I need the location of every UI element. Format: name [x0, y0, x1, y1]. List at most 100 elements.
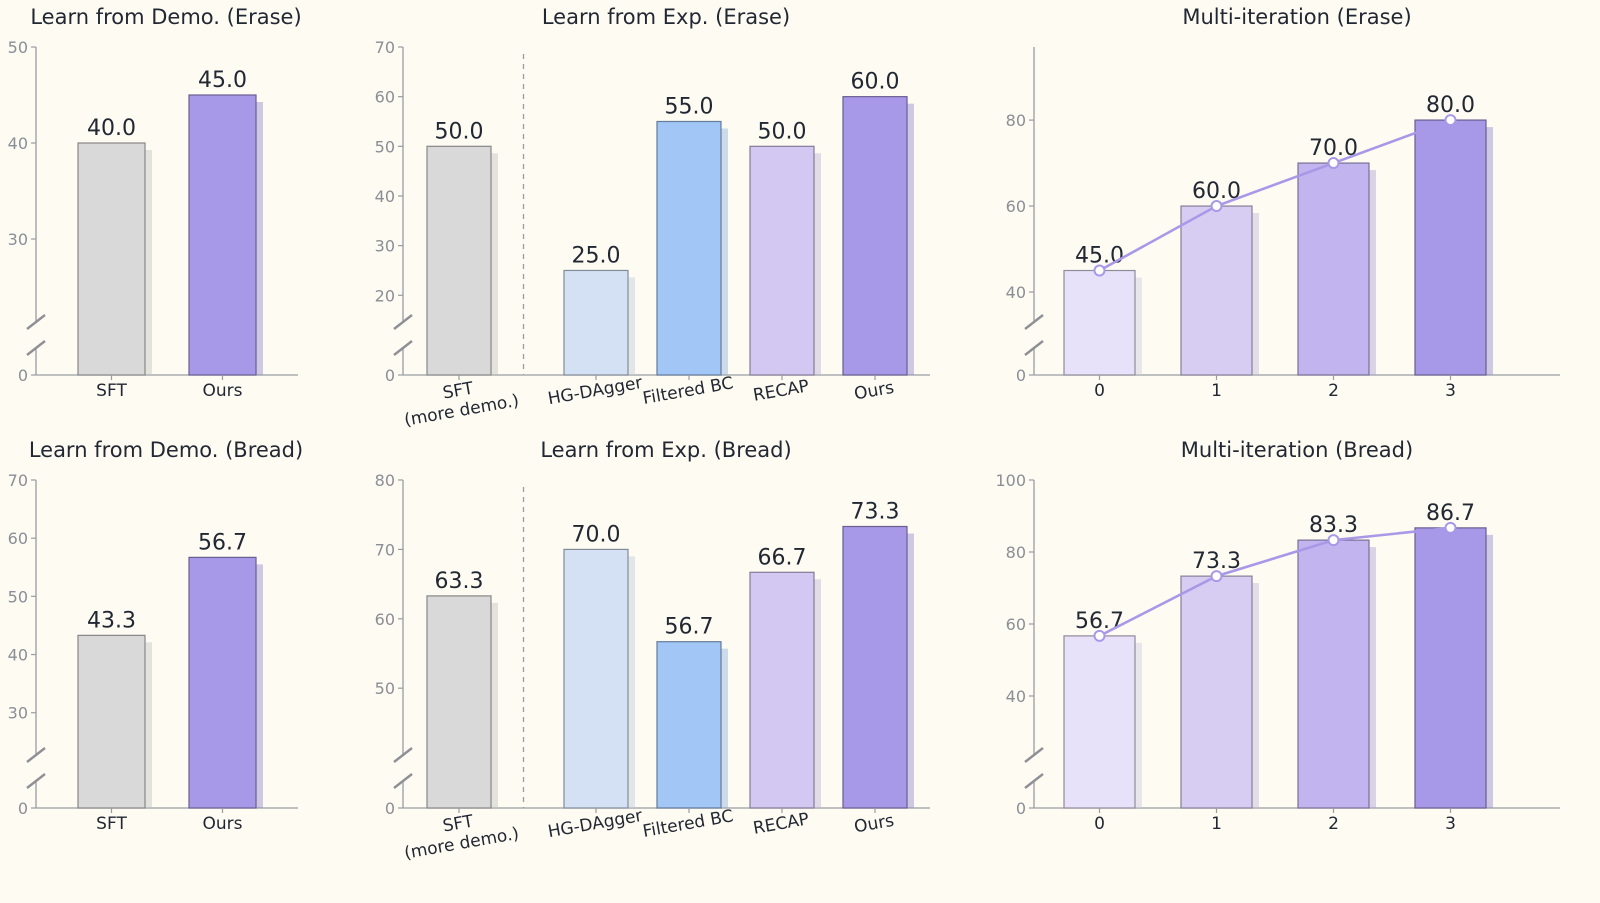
- x-tick-label: RECAP: [752, 809, 811, 838]
- bar: [1063, 269, 1136, 376]
- bar: [1414, 119, 1487, 376]
- axis-break-mark: [26, 314, 46, 330]
- data-label: 63.3: [435, 569, 484, 594]
- bar: [77, 142, 146, 376]
- trend-point: [1210, 200, 1223, 213]
- data-label: 43.3: [87, 608, 136, 633]
- bar: [77, 634, 146, 809]
- y-tick-label: 50: [375, 137, 395, 156]
- y-tick-label: 30: [375, 237, 395, 256]
- chart-iter-erase: Multi-iteration (Erase)040608045.060.070…: [1006, 5, 1560, 401]
- axis-break-mark: [26, 773, 46, 789]
- chart-demo-erase: Learn from Demo. (Erase) 0 30 40 50 40.0 45.0 S…: [8, 5, 302, 401]
- data-label: 73.3: [851, 499, 900, 524]
- y-tick-label: 50: [8, 587, 28, 606]
- bar: [1063, 635, 1136, 809]
- x-tick-label: SFT(more demo.): [399, 371, 520, 431]
- y-tick-label: 70: [375, 38, 395, 57]
- axis-break-mark: [393, 340, 413, 356]
- bar: [842, 96, 908, 376]
- chart-title: Multi-iteration (Bread): [1181, 438, 1413, 462]
- y-tick-label: 0: [1016, 799, 1026, 818]
- x-tick-label: RECAP: [752, 376, 811, 405]
- y-tick-label: 0: [385, 366, 395, 385]
- y-tick-label: 30: [8, 230, 28, 249]
- chart-iter-bread: Multi-iteration (Bread)040608010056.773.…: [995, 438, 1560, 834]
- y-tick-label: 40: [8, 646, 28, 665]
- trend-line: [1098, 526, 1451, 638]
- y-tick-label: 70: [8, 471, 28, 490]
- data-label: 66.7: [758, 545, 807, 570]
- x-tick-label: 2: [1328, 381, 1339, 401]
- bar: [563, 269, 629, 376]
- bar: [1180, 205, 1253, 376]
- y-tick-label: 50: [375, 679, 395, 698]
- axis-break-mark: [393, 773, 413, 789]
- data-label: 86.7: [1426, 501, 1475, 526]
- x-tick-label: SFT(more demo.): [399, 804, 520, 864]
- bar: [426, 595, 492, 809]
- chart-title: Multi-iteration (Erase): [1182, 5, 1411, 29]
- x-tick-label: 0: [1094, 814, 1105, 834]
- y-tick-label: 100: [995, 471, 1026, 490]
- trend-line: [1098, 118, 1451, 272]
- y-tick-label: 0: [385, 799, 395, 818]
- data-label: 83.3: [1309, 513, 1358, 538]
- data-label: 70.0: [572, 522, 621, 547]
- chart-title: Learn from Exp. (Erase): [542, 5, 790, 29]
- y-tick-label: 20: [375, 286, 395, 305]
- trend-point: [1444, 114, 1457, 127]
- chart-demo-bread: Learn from Demo. (Bread) 0 30 40 50 60 70 43.3 5…: [8, 438, 304, 834]
- bar: [1297, 539, 1370, 809]
- axis-break-mark: [26, 747, 46, 763]
- data-label: 56.7: [198, 530, 247, 555]
- bar: [656, 120, 722, 376]
- bar: [842, 525, 908, 809]
- axis-break-mark: [1024, 747, 1044, 763]
- x-tick-label: HG-DAgger: [546, 806, 644, 842]
- trend-point: [1444, 521, 1457, 534]
- x-tick-label: Filtered BC: [641, 806, 735, 842]
- axis-break-mark: [1024, 773, 1044, 789]
- y-tick-label: 80: [1006, 111, 1026, 130]
- y-tick-label: 0: [18, 366, 28, 385]
- y-tick-label: 30: [8, 704, 28, 723]
- data-label: 50.0: [758, 119, 807, 144]
- trend-point: [1327, 157, 1340, 170]
- data-label: 40.0: [87, 116, 136, 141]
- bar: [188, 94, 257, 376]
- x-tick-label: 1: [1211, 381, 1222, 401]
- y-tick-label: 40: [1006, 687, 1026, 706]
- bar: [426, 145, 492, 376]
- axis-break-mark: [1024, 340, 1044, 356]
- x-tick-label: SFT: [96, 381, 127, 401]
- bar: [656, 641, 722, 809]
- x-tick-label: Ours: [202, 381, 242, 401]
- data-label: 25.0: [572, 243, 621, 268]
- chart-exp-erase: Learn from Exp. (Erase) 0 20 30 40 50 60 70 50.0…: [375, 5, 930, 431]
- y-tick-label: 60: [1006, 615, 1026, 634]
- data-label: 50.0: [435, 119, 484, 144]
- y-tick-label: 60: [375, 610, 395, 629]
- x-tick-label: 1: [1211, 814, 1222, 834]
- data-label: 60.0: [851, 70, 900, 95]
- x-tick-label: HG-DAgger: [546, 373, 644, 409]
- x-tick-label: 0: [1094, 381, 1105, 401]
- data-label: 45.0: [1075, 244, 1124, 269]
- x-tick-label: Ours: [853, 378, 896, 405]
- y-tick-label: 60: [8, 529, 28, 548]
- trend-point: [1093, 629, 1106, 642]
- bar: [1414, 527, 1487, 809]
- axis-break-mark: [393, 747, 413, 763]
- trend-point: [1210, 570, 1223, 583]
- chart-title: Learn from Exp. (Bread): [540, 438, 791, 462]
- data-label: 80.0: [1426, 93, 1475, 118]
- y-tick-label: 0: [18, 799, 28, 818]
- x-tick-label: 3: [1445, 381, 1456, 401]
- x-tick-label: 2: [1328, 814, 1339, 834]
- y-tick-label: 40: [1006, 283, 1026, 302]
- y-tick-label: 40: [8, 134, 28, 153]
- y-tick-label: 0: [1016, 366, 1026, 385]
- trend-point: [1327, 534, 1340, 547]
